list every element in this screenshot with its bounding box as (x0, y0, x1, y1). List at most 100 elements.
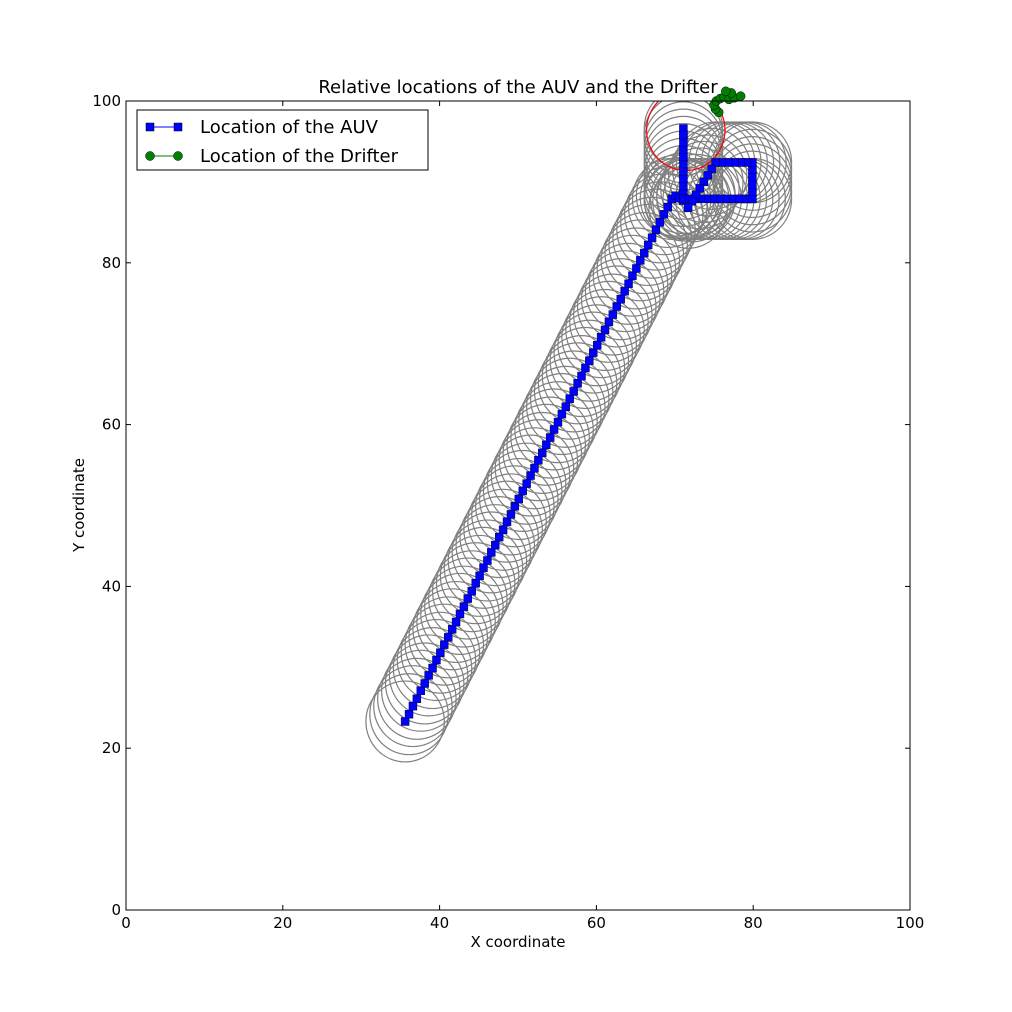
auv-point (585, 356, 594, 365)
legend-drifter-marker-right (173, 151, 183, 161)
sensing-circle (447, 519, 528, 602)
sensing-circle (463, 488, 543, 571)
auv-point (647, 233, 657, 242)
sensing-circle (588, 242, 669, 325)
sensing-circle (373, 665, 453, 748)
sensing-circle (416, 580, 496, 664)
sensing-circle (502, 411, 583, 494)
sensing-circle (490, 434, 571, 517)
auv-point (514, 494, 523, 504)
auv-point (748, 180, 757, 189)
sensing-circle (596, 227, 677, 310)
auv-point (565, 394, 574, 403)
sensing-circle (471, 473, 551, 556)
auv-point (451, 617, 461, 627)
auv-point (573, 379, 582, 388)
auv-point (530, 464, 539, 473)
sensing-circle (522, 373, 602, 456)
sensing-circle (600, 219, 681, 302)
x-tick-label: 40 (430, 914, 449, 932)
sensing-circle (404, 603, 485, 686)
auv-point (748, 172, 757, 182)
sensing-circle (435, 542, 516, 625)
sensing-circle (664, 140, 744, 223)
sensing-circle (486, 442, 567, 525)
y-tick-label: 40 (102, 577, 121, 595)
auv-point (463, 594, 473, 603)
auv-point (432, 655, 441, 665)
sensing-circle (369, 673, 449, 756)
auv-point (412, 694, 422, 704)
plot-layer (365, 101, 793, 763)
auv-point (424, 671, 433, 680)
auv-point (600, 325, 610, 335)
sensing-circle (580, 258, 661, 341)
auv-point (420, 679, 429, 688)
auv-point (577, 371, 586, 381)
auv-point (612, 302, 621, 311)
y-tick-label: 0 (111, 901, 121, 919)
auv-point (632, 264, 641, 273)
auv-point (679, 167, 688, 176)
sensing-circle (529, 357, 610, 440)
sensing-circle (592, 234, 673, 317)
auv-point (640, 248, 649, 258)
auv-point (440, 640, 449, 649)
sensing-circle (388, 634, 469, 717)
auv-point (538, 448, 547, 458)
auv-point (510, 502, 520, 511)
auv-point (400, 717, 410, 726)
auv-point (679, 159, 688, 169)
sensing-circle (380, 649, 461, 732)
auv-point (748, 165, 757, 174)
legend-drifter-label: Location of the Drifter (200, 146, 399, 167)
sensing-circle (510, 396, 590, 479)
auv-point (416, 686, 425, 695)
y-tick-label: 20 (102, 739, 121, 757)
axis-ticks: 0 20 40 60 80 100 0 20 40 60 80 100 (92, 92, 924, 932)
x-tick-label: 20 (273, 914, 292, 932)
sensing-circle (431, 550, 512, 633)
auv-series (400, 124, 757, 726)
auv-point (455, 609, 465, 619)
legend-auv-marker-right (173, 122, 183, 132)
sensing-circle (420, 572, 500, 655)
x-tick-label: 0 (121, 914, 131, 932)
sensing-circle (553, 311, 634, 394)
auv-point (502, 517, 512, 526)
drifter-point (721, 86, 731, 97)
auv-point (604, 317, 614, 327)
auv-point (748, 194, 757, 204)
sensing-circle (400, 611, 481, 694)
sensing-circle (455, 504, 536, 587)
sensing-circle (494, 427, 575, 510)
sensing-circle (498, 419, 579, 502)
auv-point (663, 202, 672, 212)
auv-point (748, 187, 757, 196)
auv-point (475, 571, 484, 581)
auv-point (444, 633, 453, 642)
auv-point (679, 138, 688, 147)
auv-point (624, 279, 633, 289)
sensing-circle (514, 388, 594, 471)
sensing-circle (584, 250, 665, 333)
sensing-circle (537, 342, 618, 425)
sensing-circle (467, 480, 547, 563)
sensing-circle (561, 296, 641, 379)
legend-box (136, 109, 429, 171)
sensing-circle (428, 557, 508, 640)
auv-point (679, 152, 688, 162)
auv-point (428, 663, 437, 673)
sensing-circle (408, 596, 489, 679)
sensing-circle (604, 212, 685, 295)
chart-title: Relative locations of the AUV and the Dr… (318, 77, 718, 98)
auv-point (628, 271, 637, 280)
auv-point (483, 556, 492, 565)
auv-point (545, 433, 555, 442)
sensing-circle (660, 147, 740, 230)
auv-point (620, 286, 629, 296)
auv-point (643, 240, 653, 250)
sensing-circle (533, 350, 614, 433)
auv-point (561, 402, 571, 412)
auv-point (557, 409, 567, 419)
